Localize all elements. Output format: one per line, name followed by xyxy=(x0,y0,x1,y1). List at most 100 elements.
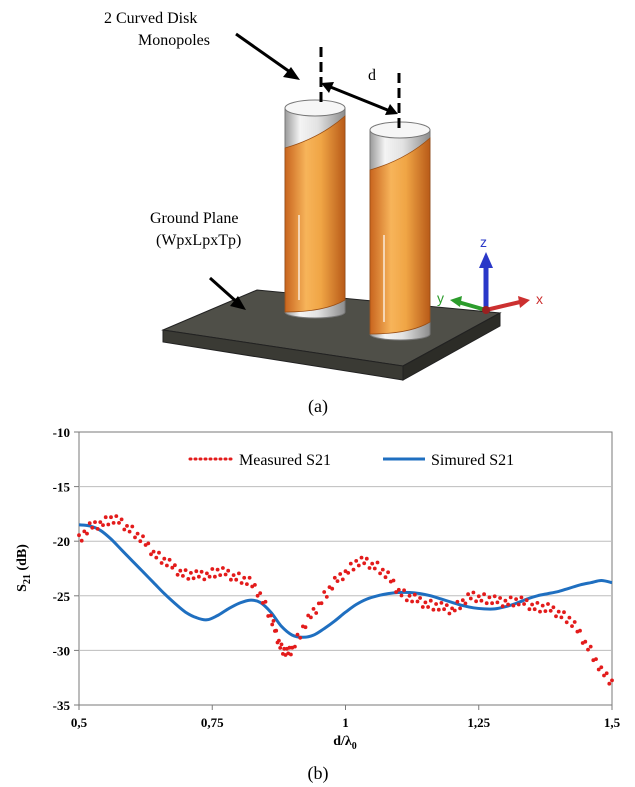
measured-s21-point xyxy=(253,583,257,587)
x-axis-title: d/λ0 xyxy=(333,734,357,752)
measured-s21-point xyxy=(343,569,348,574)
measured-s21-point xyxy=(394,590,398,594)
measured-s21-point xyxy=(348,561,353,566)
measured-s21-point xyxy=(229,577,233,582)
measured-s21-point xyxy=(226,568,231,573)
measured-s21-point xyxy=(356,563,361,568)
measured-s21-point xyxy=(527,607,532,612)
measured-s21-point xyxy=(119,517,124,522)
measured-s21-point xyxy=(111,521,116,525)
measured-s21-point xyxy=(548,608,553,613)
monopoles-label-line2: Monopoles xyxy=(138,32,210,49)
measured-s21-point xyxy=(170,565,175,570)
measured-s21-point xyxy=(588,644,593,649)
measured-s21-point xyxy=(372,566,377,571)
measured-s21-point xyxy=(503,598,508,603)
figure-b-caption: (b) xyxy=(308,763,329,784)
measured-s21-point xyxy=(303,625,308,630)
measured-s21-point xyxy=(402,588,406,593)
measured-s21-point xyxy=(197,574,201,579)
measured-s21-point xyxy=(607,681,612,686)
measured-s21-point xyxy=(498,596,502,600)
measured-s21-point xyxy=(604,671,609,676)
measured-s21-point xyxy=(277,638,281,643)
legend: Measured S21 Simured S21 xyxy=(188,452,514,469)
measured-s21-point xyxy=(295,632,300,637)
measured-s21-point xyxy=(594,657,598,661)
x-tick-label: 1 xyxy=(342,715,349,730)
measured-s21-point xyxy=(418,596,422,600)
measured-s21-point xyxy=(191,576,196,581)
measured-s21-point xyxy=(423,600,428,605)
measured-s21-point xyxy=(146,541,151,546)
measured-s21-point xyxy=(458,606,462,611)
measured-s21-point xyxy=(141,534,145,539)
measured-s21-point xyxy=(202,577,207,582)
measured-s21-point xyxy=(567,615,572,620)
measured-s21-point xyxy=(207,574,212,579)
measured-s21-point xyxy=(455,599,460,604)
measured-s21-point xyxy=(221,566,225,570)
measured-s21-point xyxy=(346,571,351,575)
measured-s21-point xyxy=(130,524,135,529)
measured-s21-point xyxy=(367,566,372,570)
measured-s21-point xyxy=(306,613,311,618)
measured-s21-point xyxy=(79,538,84,543)
measured-s21-point xyxy=(444,603,449,607)
measured-s21-point xyxy=(183,568,188,572)
y-tick-label: -10 xyxy=(53,425,70,440)
measured-s21-point xyxy=(511,603,516,608)
measured-s21-point xyxy=(279,642,284,647)
y-axis-title: S21 (dB) xyxy=(15,544,33,592)
measured-s21-point xyxy=(77,533,81,538)
measured-s21-point xyxy=(263,599,268,604)
measured-s21-point xyxy=(399,593,404,598)
measured-s21-point xyxy=(535,601,540,605)
measured-s21-point xyxy=(258,591,263,595)
legend-label-simured: Simured S21 xyxy=(431,452,514,469)
y-tick-label: -20 xyxy=(53,534,70,549)
x-tick-label: 1,5 xyxy=(604,715,621,730)
measured-s21-point xyxy=(324,595,329,599)
measured-s21-point xyxy=(474,599,478,604)
measured-s21-point xyxy=(93,520,97,524)
measured-s21-point xyxy=(559,615,564,620)
distance-label: d xyxy=(368,67,376,84)
measured-s21-point xyxy=(364,556,369,561)
measured-s21-point xyxy=(447,611,452,616)
measured-s21-point xyxy=(404,598,409,603)
measured-s21-point xyxy=(87,521,92,526)
measured-s21-point xyxy=(173,563,177,568)
measured-s21-point xyxy=(95,527,100,531)
measured-s21-point xyxy=(554,614,558,619)
measured-s21-point xyxy=(237,571,241,576)
measured-s21-point xyxy=(431,607,436,612)
y-tick-label: -30 xyxy=(53,643,70,658)
measured-s21-point xyxy=(599,665,604,670)
measured-s21-point xyxy=(330,586,335,591)
x-tick-label: 0,5 xyxy=(71,715,88,730)
figure-a-caption: (a) xyxy=(308,396,328,417)
measured-s21-point xyxy=(154,555,159,560)
legend-label-measured: Measured S21 xyxy=(239,452,331,469)
measured-s21-point xyxy=(354,559,359,563)
measured-s21-point xyxy=(506,602,510,607)
measured-s21-point xyxy=(450,606,454,611)
measured-s21-point xyxy=(282,646,287,651)
measured-s21-point xyxy=(420,605,425,609)
measured-s21-point xyxy=(484,601,489,606)
measured-s21-point xyxy=(289,652,293,657)
measured-s21-point xyxy=(460,598,465,603)
simured-s21-line xyxy=(78,523,613,639)
measured-s21-point xyxy=(322,590,327,594)
measured-s21-point xyxy=(293,644,297,649)
figure-a: d 2 Curved Disk Monopoles Ground Plane (… xyxy=(104,10,543,417)
measured-s21-point xyxy=(602,673,606,678)
ground-plane-label-line2: (WpxLpxTp) xyxy=(156,232,241,249)
coordinate-axes-icon: z y x xyxy=(437,234,543,314)
measured-s21-point xyxy=(530,602,534,607)
measured-s21-point xyxy=(175,572,180,577)
measured-s21-point xyxy=(340,577,345,582)
measured-s21-point xyxy=(524,598,529,603)
plot-area xyxy=(78,431,613,706)
